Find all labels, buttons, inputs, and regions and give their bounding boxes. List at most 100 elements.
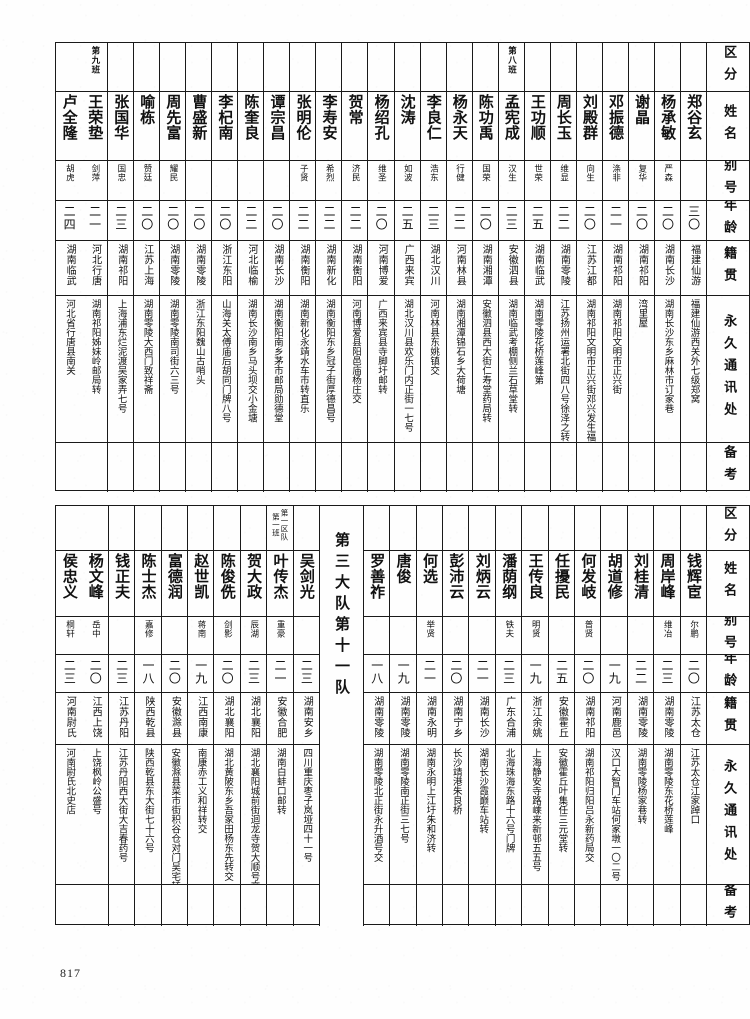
roster-cell-age: 二三 [109,654,136,692]
row-separator [56,91,749,92]
name-text: 胡道修 [605,553,624,600]
roster-cell-native: 广东合浦 [496,692,523,744]
roster-cell-native: 安徽霍丘 [549,692,576,744]
age-text: 二三 [299,659,314,685]
roster-cell-native: 湖南衡阳 [342,240,369,295]
address-text: 湖北黄陂东乡吾家田杨东先转交 [222,748,234,881]
roster-cell-native: 安徽滁县 [162,692,188,744]
roster-cell-native: 湖南湘潭 [473,240,499,295]
roster-cell-alias [294,616,320,654]
name-text: 谢晶 [633,94,652,125]
roster-cell-age: 二五 [395,200,421,240]
roster-cell-alias: 剑萍 [82,160,109,200]
roster-cell-class [135,506,162,550]
roster-cell-note [186,442,213,492]
native-text: 安徽泗县 [506,244,518,286]
address-text: 湖南零陵东花桥莲峰 [661,748,673,834]
age-text: 二一 [87,205,102,231]
roster-cell-class [56,43,82,91]
roster-cell-native: 湖南祁阳 [108,240,135,295]
roster-cell-class [628,506,655,550]
age-text: 二〇 [167,659,182,685]
native-text: 湖南永明 [424,696,436,738]
roster-cell-note [264,442,291,492]
roster-cell-address: 湖南零陵南正街三七号 [390,744,417,884]
native-text: 安徽合肥 [274,696,286,738]
roster-cell-class [368,43,395,91]
age-text: 二一 [608,205,623,231]
row-header-cell-native: 籍贯 [707,240,750,295]
roster-cell-address: 长沙靖港朱良桥 [443,744,470,884]
roster-cell-native: 江西南康 [188,692,215,744]
roster-cell-alias: 明贤 [522,616,549,654]
roster-cell-note [522,884,549,926]
roster-cell-address: 湖南长沙东乡麻林市订家巷 [655,295,681,442]
row-header-label: 年龄 [721,654,737,692]
age-text: 一八 [369,659,384,685]
alias-text: 举贤 [424,620,435,638]
row-header-label: 别号 [721,160,737,200]
roster-cell-name: 杨文峰 [82,550,109,616]
name-text: 周长玉 [554,94,573,141]
native-text: 湖南零陵 [193,244,205,286]
row-header-label: 籍贯 [721,696,737,740]
roster-cell-address: 上海静安寺路嵊来新邨五五号 [522,744,549,884]
roster-cell-age: 二二 [551,200,577,240]
age-text: 二一 [475,659,490,685]
roster-cell-alias: 嘉修 [135,616,162,654]
name-text: 任擾民 [552,553,571,600]
row-separator [56,654,749,655]
age-text: 二三 [501,659,516,685]
roster-cell-native: 湖南零陵 [654,692,681,744]
roster-cell-native: 河北临榆 [238,240,265,295]
roster-cell-address: 湖南零陵杨家巷转 [628,744,655,884]
roster-cell-native: 湖南宁乡 [443,692,470,744]
native-text: 湖南祁阳 [610,244,622,286]
roster-cell-address: 湖南白蚌口邮转 [267,744,294,884]
roster-cell-name: 王荣垫 [82,91,109,160]
roster-cell-address: 湖南新化永靖水车市转直乐 [290,295,317,442]
name-text: 罗善祚 [368,553,387,600]
row-header-label: 备考 [721,884,737,926]
roster-cell-address: 浙江东阳魏山古哨头 [186,295,213,442]
roster-cell-native: 湖南零陵 [364,692,391,744]
roster-cell-age: 一九 [522,654,549,692]
alias-text: 维圣 [376,164,387,182]
roster-cell-native: 湖南临武 [525,240,551,295]
roster-cell-name: 吴剑光 [294,550,320,616]
age-text: 二〇 [88,659,103,685]
roster-cell-note [499,442,525,492]
address-text: 湖南零陵北正街永升酒号交 [371,748,383,862]
row-header-cell-address: 永久通讯处 [707,295,750,442]
age-text: 二二 [633,659,648,685]
name-text: 杨文峰 [86,553,105,600]
roster-cell-alias: 赞廷 [134,160,161,200]
native-text: 湖南零陵 [398,696,410,738]
row-separator [56,160,749,161]
roster-cell-address: 湖南祁阳文明市正兴街 [603,295,629,442]
roster-cell-address: 湖南零陵北正街永升酒号交 [364,744,391,884]
roster-cell-class [443,506,470,550]
roster-cell-name: 李寿安 [316,91,343,160]
name-text: 唐俊 [394,553,413,584]
roster-cell-age: 二三 [241,654,268,692]
roster-cell-alias: 维显 [551,160,577,200]
native-text: 湖北襄阳 [248,696,260,738]
roster-cell-age: 二〇 [681,654,707,692]
roster-cell-age: 二〇 [82,654,109,692]
roster-cell-note [316,442,343,492]
roster-cell-native: 湖南零陵 [551,240,577,295]
name-text: 陈奎良 [242,94,261,141]
address-text: 福建仙游西关外七级郑窝 [688,299,700,404]
roster-cell-note [681,884,707,926]
roster-cell-alias: 严森 [655,160,681,200]
page-number: 817 [60,966,81,980]
alias-text: 普贤 [583,620,594,638]
roster-cell-class [421,43,447,91]
address-text: 湖南祁阳归阳吕永新药局交 [582,748,594,862]
roster-cell-class [294,506,320,550]
address-text: 湖南零陵南正街三七号 [398,748,410,843]
roster-table-top: 区分 姓名 别号 年龄 籍贯 永久通讯处 备考 郑谷玄 三〇 福建仙游 福建仙游西关外七级郑窝 杨承敏… [55,42,750,492]
roster-cell-class [56,506,82,550]
roster-cell-note [82,442,109,492]
